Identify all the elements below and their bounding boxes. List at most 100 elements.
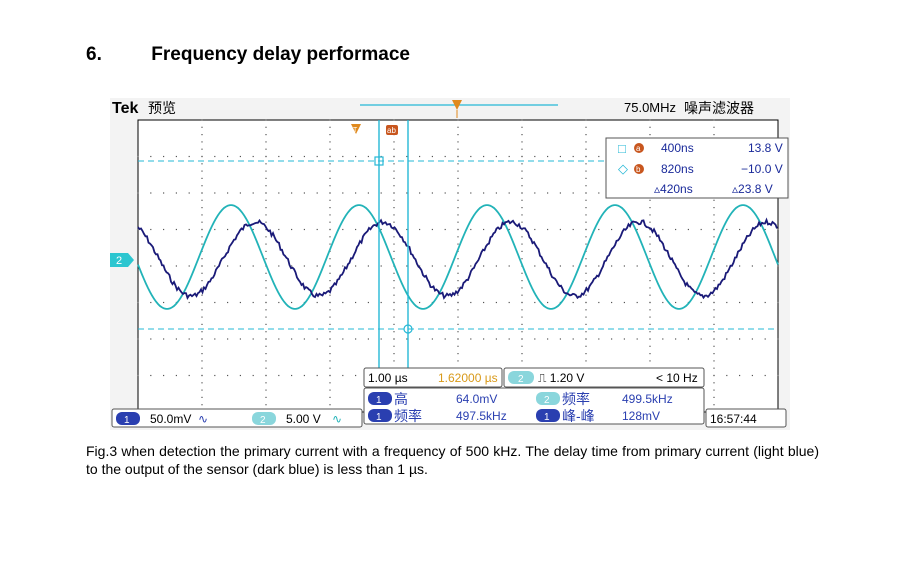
grid-dot (649, 331, 651, 333)
grid-dot (201, 163, 203, 165)
grid-dot (393, 309, 395, 311)
grid-dot (419, 265, 421, 267)
scope-display: Tek 预览 75.0MHz 噪声滤波器 T ab 2 □ a 400ns (110, 100, 789, 428)
grid-dot (419, 155, 421, 158)
grid-dot (380, 192, 382, 194)
grid-dot (252, 301, 254, 304)
grid-dot (457, 119, 459, 121)
grid-dot (713, 360, 715, 362)
grid-dot (393, 294, 395, 296)
grid-dot (751, 301, 753, 304)
grid-dot (329, 258, 331, 260)
grid-dot (675, 338, 677, 340)
grid-dot (188, 228, 190, 231)
grid-dot (585, 134, 587, 136)
grid-dot (201, 148, 203, 150)
grid-dot (201, 404, 203, 406)
grid-dot (457, 228, 459, 231)
grid-dot (278, 338, 280, 340)
grid-dot (393, 250, 395, 252)
grid-dot (521, 338, 523, 340)
grid-dot (201, 287, 203, 289)
grid-dot (521, 170, 523, 172)
grid-dot (521, 294, 523, 296)
grid-dot (188, 374, 190, 377)
ch1-scale: 50.0mV (150, 412, 191, 426)
grid-dot (649, 360, 651, 362)
grid-dot (585, 294, 587, 296)
grid-dot (585, 360, 587, 362)
grid-dot (393, 155, 395, 158)
grid-dot (457, 214, 459, 216)
grid-dot (649, 236, 651, 238)
grid-dot (713, 367, 715, 369)
grid-dot (201, 258, 203, 260)
grid-dot (521, 353, 523, 355)
grid-dot (214, 265, 216, 267)
grid-dot (585, 236, 587, 238)
grid-dot (470, 265, 472, 267)
meas-ch1-badge-b-label: 1 (376, 412, 382, 423)
grid-dot (227, 192, 229, 194)
grid-dot (329, 119, 331, 121)
grid-dot (521, 243, 523, 245)
channel-2-ground-marker[interactable] (110, 253, 134, 267)
trigger-position-icon[interactable] (452, 100, 462, 110)
grid-dot (572, 228, 574, 231)
trigger-readout-box[interactable] (503, 367, 705, 388)
grid-dot (291, 301, 293, 304)
channel-scale-box[interactable] (111, 408, 363, 428)
grid-dot (521, 148, 523, 150)
grid-dot (175, 192, 177, 194)
grid-dot (265, 287, 267, 289)
grid-dot (585, 272, 587, 274)
grid-dot (521, 177, 523, 179)
grid-dot (726, 374, 728, 377)
grid-dot (265, 155, 267, 158)
meas-ch2-badge-label: 2 (544, 395, 550, 406)
grid-dot (329, 134, 331, 136)
grid-dot (201, 243, 203, 245)
ch2-coupling-icon: ∿ (332, 412, 342, 426)
grid-dot (265, 301, 267, 304)
grid-dot (150, 192, 152, 194)
grid-dot (201, 389, 203, 391)
grid-dot (239, 155, 241, 158)
grid-dot (406, 265, 408, 267)
cursor-a-handle[interactable] (374, 156, 384, 166)
grid-dot (649, 228, 651, 231)
section-number: 6. (86, 44, 102, 65)
grid-dot (393, 272, 395, 274)
grid-dot (265, 280, 267, 282)
grid-dot (559, 192, 561, 194)
cursor-b-handle[interactable] (403, 324, 413, 334)
grid-dot (700, 228, 702, 231)
grid-dot (227, 301, 229, 304)
grid-dot (457, 163, 459, 165)
grid-dot (329, 126, 331, 128)
horizontal-readout-box[interactable] (363, 367, 503, 388)
grid-dot (457, 272, 459, 274)
grid-dot (393, 353, 395, 355)
grid-dot (700, 338, 702, 340)
grid-dot (623, 265, 625, 267)
grid-dot (431, 192, 433, 194)
grid-dot (713, 301, 715, 304)
grid-dot (265, 367, 267, 369)
grid-dot (521, 236, 523, 238)
grid-dot (534, 301, 536, 304)
grid-dot (649, 272, 651, 274)
grid-dot (278, 228, 280, 231)
grid-dot (137, 155, 139, 158)
grid-dot (649, 134, 651, 136)
grid-dot (329, 360, 331, 362)
meas-ch2-freq-label: 频率 (562, 391, 590, 407)
grid-dot (329, 265, 331, 267)
grid-dot (470, 301, 472, 304)
grid-dot (329, 331, 331, 333)
grid-dot (419, 192, 421, 194)
clock-readout: 16:57:44 (710, 412, 757, 426)
grid-dot (534, 338, 536, 340)
grid-dot (444, 192, 446, 194)
grid-dot (367, 338, 369, 340)
